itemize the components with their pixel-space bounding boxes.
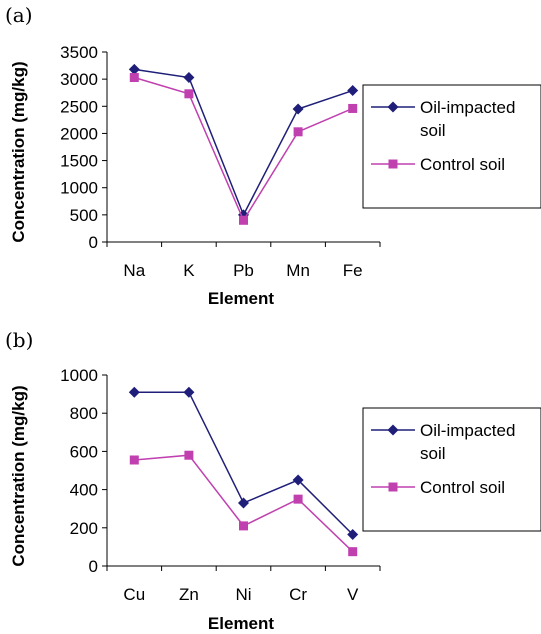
x-tick-label: Na — [123, 261, 145, 280]
y-axis-title-b: Concentration (mg/kg) — [9, 385, 28, 566]
x-tick-label: K — [183, 261, 195, 280]
y-tick-label: 400 — [70, 481, 98, 500]
y-tick-label: 2000 — [60, 124, 98, 143]
y-tick-label: 2500 — [60, 97, 98, 116]
legend-label: Oil-impacted — [420, 98, 515, 117]
y-tick-label: 800 — [70, 404, 98, 423]
axes-b: 0 200 400 600 800 1000 Cu Zn Ni Cr V — [60, 366, 381, 604]
chart-a: (a) Concentration (mg/kg) Element 0 500 10… — [5, 3, 541, 308]
legend-label: soil — [420, 444, 446, 463]
x-axis-title-a: Element — [208, 289, 274, 308]
series-marks-b — [128, 386, 359, 557]
y-tick-label: 500 — [70, 206, 98, 225]
y-tick-label: 1500 — [60, 152, 98, 171]
data-point — [293, 494, 303, 504]
data-point — [239, 521, 248, 531]
axes-a: 0 500 1000 1500 2000 2500 3000 3500 Na K Pb Mn Fe — [60, 43, 381, 280]
data-point — [183, 72, 195, 84]
data-point — [184, 89, 194, 99]
x-tick-label: Pb — [233, 261, 254, 280]
data-point — [183, 386, 195, 398]
series-line-control-soil — [134, 76, 353, 222]
data-point — [293, 127, 303, 137]
series-line-oil-impacted-soil — [134, 68, 353, 217]
y-axis-title-a: Concentration (mg/kg) — [9, 61, 28, 242]
data-point — [348, 103, 358, 113]
legend-label: Control soil — [420, 478, 505, 497]
y-tick-label: 0 — [89, 557, 98, 576]
x-tick-label: V — [347, 585, 359, 604]
x-tick-label: Cr — [289, 585, 307, 604]
x-tick-label: Mn — [286, 261, 310, 280]
legend-label: Oil-impacted — [420, 421, 515, 440]
panel-label-b: (b) — [5, 328, 33, 352]
legend-label: soil — [420, 121, 446, 140]
data-point — [238, 497, 249, 509]
data-point — [129, 455, 139, 465]
y-tick-label: 1000 — [60, 179, 98, 198]
y-tick-label: 3500 — [60, 43, 98, 62]
x-tick-label: Cu — [123, 585, 145, 604]
data-point — [292, 474, 304, 486]
legend-marker — [387, 424, 399, 436]
chart-b: (b) Concentration (mg/kg) Element 0 200 40… — [5, 328, 541, 633]
x-tick-label: Ni — [235, 585, 251, 604]
data-point — [128, 63, 140, 75]
y-tick-label: 600 — [70, 442, 98, 461]
data-point — [348, 547, 358, 557]
series-marks-a — [128, 63, 359, 225]
y-tick-label: 0 — [89, 233, 98, 252]
data-point — [292, 103, 304, 115]
x-axis-title-b: Element — [208, 614, 274, 633]
data-point — [347, 528, 359, 540]
data-point — [347, 85, 359, 97]
panel-label-a: (a) — [5, 3, 33, 27]
legend-marker — [388, 159, 398, 169]
x-tick-label: Zn — [179, 585, 199, 604]
legend-marker — [387, 101, 399, 113]
legend-a: Oil-impacted soil Control soil — [362, 84, 541, 209]
legend-b: Oil-impacted soil Control soil — [362, 407, 541, 532]
data-point — [129, 73, 139, 83]
legend-label: Control soil — [420, 155, 505, 174]
legend-marker — [388, 482, 398, 492]
y-tick-label: 200 — [70, 519, 98, 538]
y-tick-label: 1000 — [60, 366, 98, 385]
x-tick-label: Fe — [343, 261, 363, 280]
y-tick-label: 3000 — [60, 70, 98, 89]
data-point — [128, 386, 140, 398]
series-line-oil-impacted-soil — [134, 391, 354, 536]
data-point — [184, 450, 194, 460]
data-point — [239, 215, 248, 225]
